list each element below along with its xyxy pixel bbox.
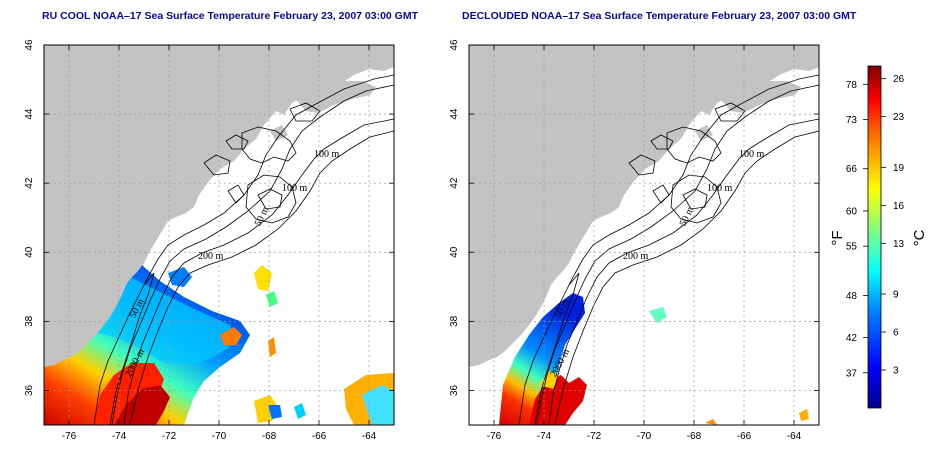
right-lon-tick-label-6: -64 xyxy=(787,431,802,442)
left-grid xyxy=(44,44,394,425)
left-contour-label-200: 200 m xyxy=(198,251,224,262)
left-lon-tick-label-5: -66 xyxy=(312,431,327,442)
right-panel-title: DECLOUDED NOAA–17 Sea Surface Temperatur… xyxy=(462,10,857,22)
left-lat-tick-label-2: 40 xyxy=(24,246,35,258)
left-lon-tick-label-1: -74 xyxy=(112,431,127,442)
left-lon-tick-label-4: -68 xyxy=(262,431,277,442)
left-map-panel: 100 m 100 m 50 m 200 m 2000 m 50 m -76 -7… xyxy=(24,39,395,442)
left-panel-title: RU COOL NOAA–17 Sea Surface Temperature … xyxy=(42,10,419,22)
right-contour-label-100a: 100 m xyxy=(739,149,765,160)
fahrenheit-tick-label-2: 66 xyxy=(846,164,858,175)
right-lat-tick-label-2: 40 xyxy=(449,246,460,258)
fahrenheit-tick-label-0: 78 xyxy=(846,80,858,91)
left-axes: -76 -74 -72 -70 -68 -66 -64 36 38 40 42 44 46 xyxy=(24,39,394,442)
left-lat-tick-label-1: 38 xyxy=(24,315,35,327)
celsius-tick-label-3: 16 xyxy=(893,201,905,212)
colorbar-ticks: 26 23 19 16 13 9 6 3 78 73 66 60 55 48 42 37 xyxy=(846,74,905,379)
left-lon-tick-label-6: -64 xyxy=(362,431,377,442)
celsius-tick-label-2: 19 xyxy=(893,163,905,174)
celsius-tick-label-0: 26 xyxy=(893,74,905,85)
fahrenheit-unit-label: °F xyxy=(829,230,846,245)
fahrenheit-tick-label-7: 37 xyxy=(846,368,858,379)
left-lon-tick-label-3: -70 xyxy=(212,431,227,442)
left-lat-tick-label-3: 42 xyxy=(24,177,35,189)
fahrenheit-tick-label-3: 60 xyxy=(846,206,858,217)
right-lon-tick-label-1: -74 xyxy=(537,431,552,442)
right-lon-tick-label-2: -72 xyxy=(587,431,602,442)
colorbar-gradient xyxy=(867,65,882,409)
fahrenheit-tick-label-5: 48 xyxy=(846,291,858,302)
right-lat-tick-label-3: 42 xyxy=(449,177,460,189)
right-lon-tick-label-5: -66 xyxy=(737,431,752,442)
celsius-unit-label: °C xyxy=(911,229,928,246)
left-contour-label-100a: 100 m xyxy=(314,149,340,160)
celsius-tick-label-4: 13 xyxy=(893,239,905,250)
right-lon-tick-label-4: -68 xyxy=(687,431,702,442)
fahrenheit-tick-label-6: 42 xyxy=(846,333,858,344)
colorbar: 26 23 19 16 13 9 6 3 78 73 66 60 55 48 42 37 °F °C xyxy=(829,65,928,409)
celsius-tick-label-6: 6 xyxy=(893,328,899,339)
right-lon-tick-label-3: -70 xyxy=(637,431,652,442)
right-map-panel: 100 m 100 m 50 m 200 m 2000 m 50 m -76 -7… xyxy=(449,39,820,442)
celsius-tick-label-7: 3 xyxy=(893,366,899,377)
right-axes: -76 -74 -72 -70 -68 -66 -64 36 38 40 42 44 46 xyxy=(449,39,819,442)
left-contour-label-100b: 100 m xyxy=(282,183,308,194)
celsius-tick-label-1: 23 xyxy=(893,112,905,123)
right-contour-label-200: 200 m xyxy=(623,251,649,262)
fahrenheit-tick-label-4: 55 xyxy=(846,242,858,253)
right-lat-tick-label-4: 44 xyxy=(449,108,460,120)
right-sst-field xyxy=(499,293,809,425)
celsius-tick-label-5: 9 xyxy=(893,290,899,301)
left-lat-tick-label-5: 46 xyxy=(24,39,35,51)
right-lat-tick-label-1: 38 xyxy=(449,315,460,327)
right-contour-label-100b: 100 m xyxy=(707,183,733,194)
left-lon-tick-label-2: -72 xyxy=(162,431,177,442)
left-lat-tick-label-4: 44 xyxy=(24,108,35,120)
left-lon-tick-label-0: -76 xyxy=(62,431,77,442)
fahrenheit-tick-label-1: 73 xyxy=(846,115,858,126)
right-lon-tick-label-0: -76 xyxy=(487,431,502,442)
left-lat-tick-label-0: 36 xyxy=(24,384,35,396)
right-lat-tick-label-5: 46 xyxy=(449,39,460,51)
right-lat-tick-label-0: 36 xyxy=(449,384,460,396)
